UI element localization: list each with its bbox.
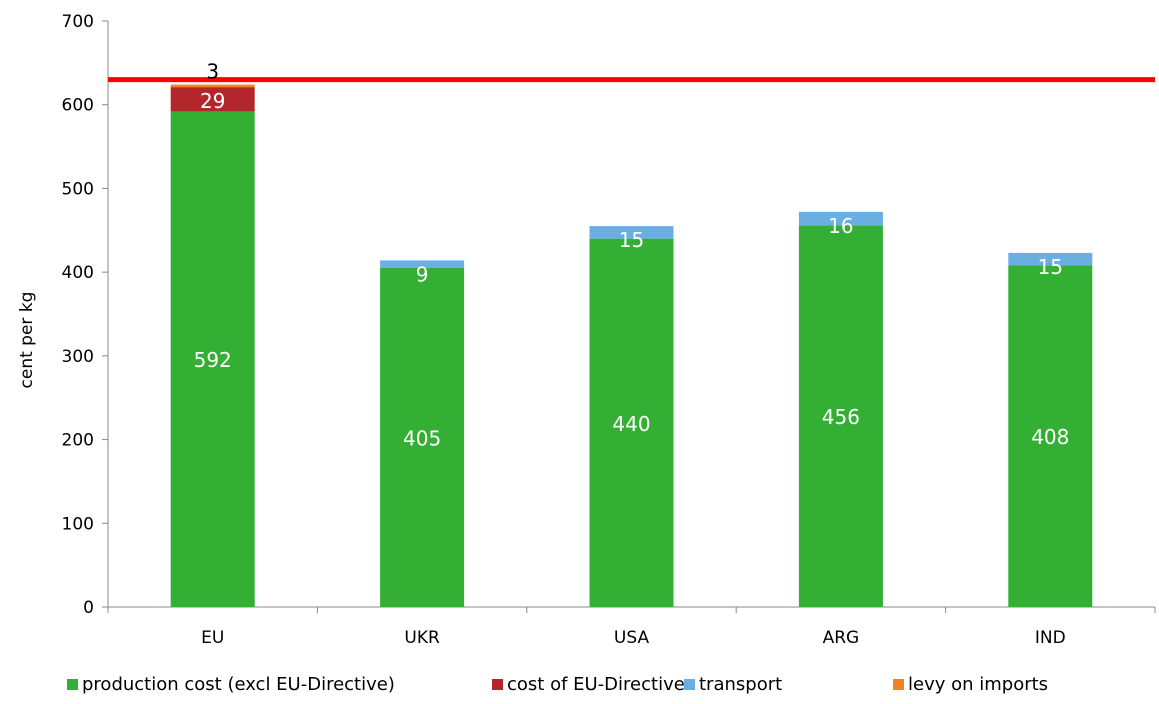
y-axis-title: cent per kg: [17, 292, 37, 389]
x-tick-label: IND: [1035, 628, 1066, 648]
legend: production cost (excl EU-Directive) cost …: [67, 674, 1048, 695]
bar-segment: [170, 84, 255, 88]
x-axis: EU UKR USA ARG IND: [107, 606, 1156, 648]
bar-segment: [798, 211, 883, 226]
bar-segment: [798, 225, 883, 607]
data-label: 15: [619, 228, 644, 252]
y-tick-label: 100: [62, 514, 94, 534]
legend-label: transport: [699, 674, 782, 695]
bar-segment: [589, 226, 674, 239]
legend-swatch: [492, 679, 503, 690]
bar-segment: [380, 267, 465, 607]
x-tick-label: EU: [201, 628, 224, 648]
y-tick-label: 600: [62, 96, 94, 116]
y-tick-label: 700: [62, 12, 94, 32]
y-tick-label: 200: [62, 431, 94, 451]
y-axis: 0 100 200 300 400 500 600 700: [62, 12, 109, 618]
bar-segment: [589, 238, 674, 607]
data-label: 440: [612, 412, 650, 436]
bar-segment: [170, 87, 255, 112]
x-tick-label: UKR: [404, 628, 440, 648]
data-labels: 592 29 3 405 9 440 15 456 16 408 15: [194, 60, 1070, 451]
legend-swatch: [67, 679, 78, 690]
data-label: 16: [828, 214, 853, 238]
legend-swatch: [893, 679, 904, 690]
data-label: 29: [200, 89, 225, 113]
data-label: 456: [822, 405, 860, 429]
legend-swatch: [684, 679, 695, 690]
bar-segment: [1008, 265, 1093, 607]
y-tick-label: 300: [62, 347, 94, 367]
data-label: 592: [194, 348, 232, 372]
data-label: 405: [403, 426, 441, 450]
x-tick-label: USA: [614, 628, 650, 648]
y-tick-label: 500: [62, 179, 94, 199]
bar-segment: [380, 260, 465, 268]
y-tick-label: 400: [62, 263, 94, 283]
data-label: 15: [1038, 255, 1063, 279]
y-tick-label: 0: [83, 598, 94, 618]
data-label: 9: [416, 262, 429, 286]
bars: [170, 84, 1093, 607]
legend-label: cost of EU-Directive: [507, 674, 685, 695]
bar-segment: [1008, 252, 1093, 266]
data-label: 408: [1031, 425, 1069, 449]
legend-label: production cost (excl EU-Directive): [82, 674, 395, 695]
bar-segment: [170, 111, 255, 607]
legend-label: levy on imports: [908, 674, 1048, 695]
x-tick-label: ARG: [823, 628, 860, 648]
data-label: 3: [206, 60, 219, 84]
